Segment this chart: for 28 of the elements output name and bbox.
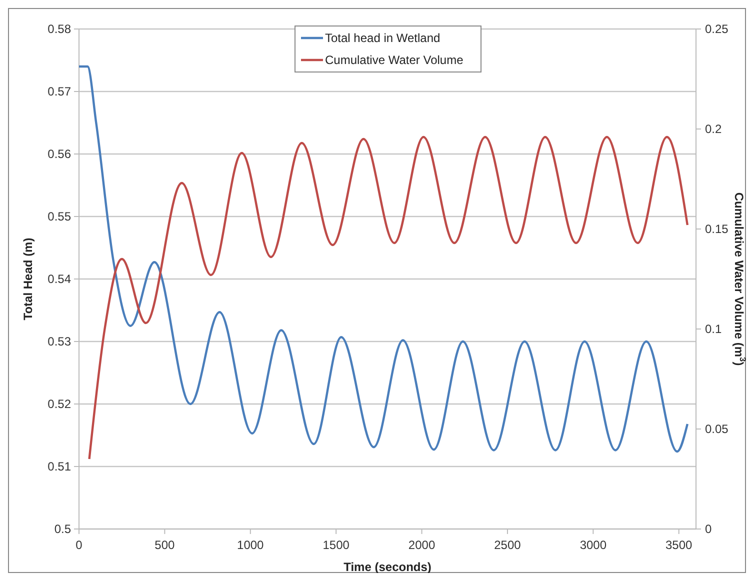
y-axis-title: Total Head (m) (21, 238, 35, 320)
x-tick-label: 2500 (494, 538, 522, 552)
y-tick-label: 0.57 (48, 84, 72, 99)
legend-label: Total head in Wetland (325, 31, 440, 46)
x-tick-label: 500 (154, 538, 176, 552)
y-tick-label: 0.55 (48, 210, 72, 224)
y2-tick-label: 0.15 (705, 222, 729, 236)
x-tick-label: 1000 (237, 538, 264, 552)
y2-tick-label: 0.05 (705, 422, 729, 436)
y-tick-label: 0.52 (48, 397, 72, 412)
y2-tick-label: 0.2 (705, 122, 722, 136)
x-tick-label: 3000 (580, 538, 607, 552)
y2-tick-label: 0.1 (705, 322, 722, 336)
line-series (88, 136, 689, 460)
x-tick-label: 1500 (322, 538, 350, 552)
y-tick-label: 0.53 (48, 334, 72, 349)
y-tick-label: 0.54 (48, 272, 72, 286)
x-tick-label: 0 (76, 538, 83, 552)
y-tick-label: 0.5 (54, 522, 72, 536)
legend-label: Cumulative Water Volume (325, 53, 464, 68)
x-tick-label: 2000 (408, 538, 436, 552)
line-series (78, 65, 689, 453)
y2-tick-label: 0.25 (705, 22, 729, 36)
y2-tick-label: 0 (705, 522, 712, 536)
x-tick-label: 3500 (666, 538, 693, 552)
y-tick-label: 0.58 (48, 22, 72, 36)
y-tick-label: 0.51 (48, 460, 72, 474)
y-tick-label: 0.56 (48, 147, 72, 162)
